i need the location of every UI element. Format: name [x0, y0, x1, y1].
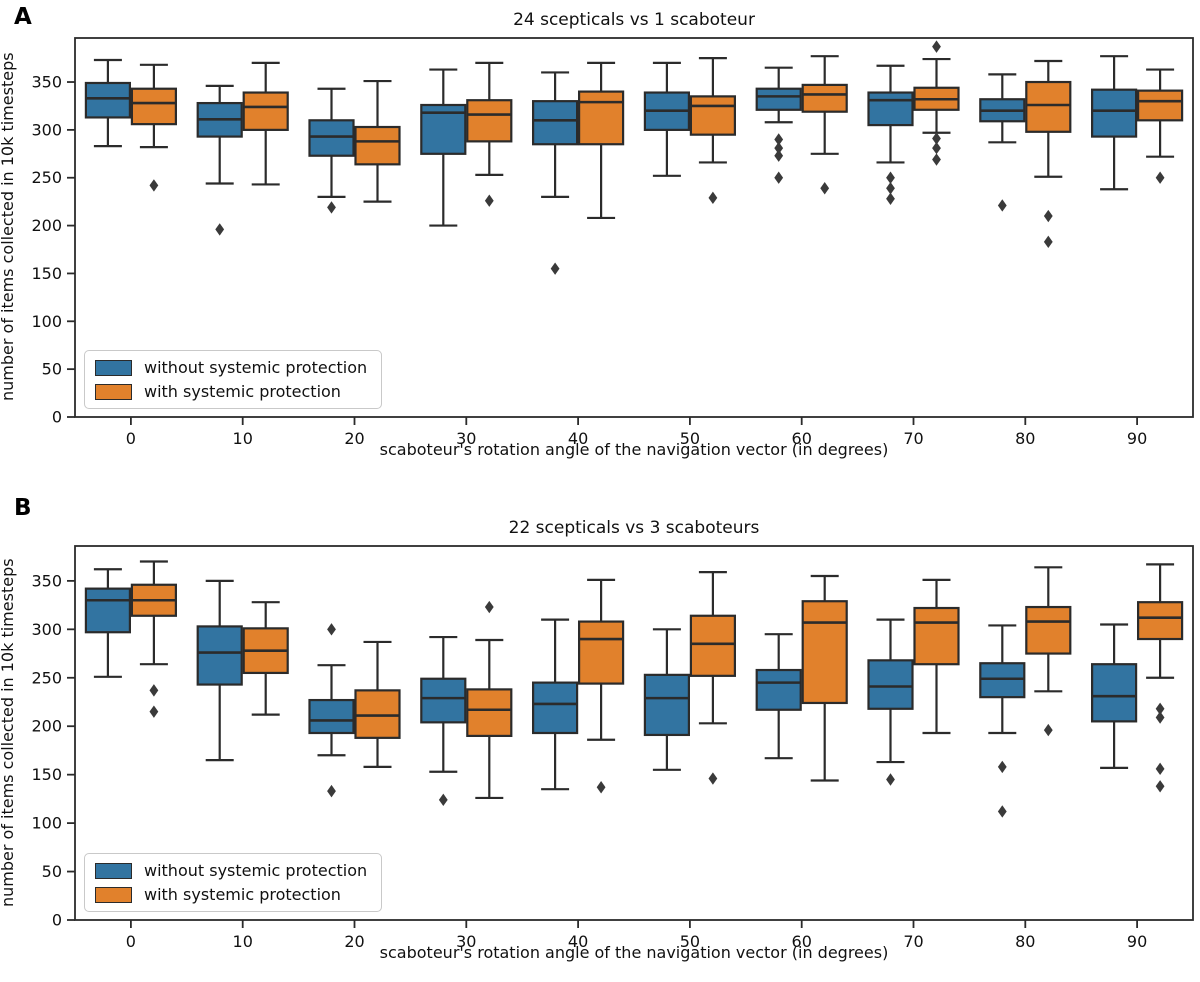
- svg-text:100: 100: [31, 312, 62, 331]
- svg-text:250: 250: [31, 168, 62, 187]
- svg-text:90: 90: [1127, 429, 1147, 448]
- panel-a-title: 24 scepticals vs 1 scaboteur: [513, 10, 755, 30]
- svg-text:80: 80: [1015, 932, 1035, 951]
- svg-text:60: 60: [792, 429, 812, 448]
- svg-text:100: 100: [31, 814, 62, 833]
- svg-text:60: 60: [792, 932, 812, 951]
- panel-a: 0 50 100 150 200 250 300 350 0 10 20 30 40 50 60 70 80 90…: [0, 4, 1194, 459]
- svg-text:200: 200: [31, 216, 62, 235]
- legend-swatch-orange-icon: [95, 383, 132, 400]
- svg-text:0: 0: [52, 408, 62, 427]
- svg-text:30: 30: [456, 932, 476, 951]
- svg-text:0: 0: [126, 429, 136, 448]
- legend-item-without-protection: without systemic protection: [95, 861, 367, 880]
- panel-a-letter: A: [14, 4, 32, 30]
- svg-text:70: 70: [903, 932, 923, 951]
- panel-b-y-axis-label: number of items collected in 10k timeste…: [0, 558, 17, 908]
- svg-text:150: 150: [31, 765, 62, 784]
- svg-text:250: 250: [31, 668, 62, 687]
- panel-b-x-axis-label: scaboteur's rotation angle of the naviga…: [379, 943, 889, 962]
- svg-text:300: 300: [31, 620, 62, 639]
- legend-swatch-orange-icon: [95, 886, 132, 903]
- svg-text:10: 10: [233, 429, 253, 448]
- boxplot-canvas-b: 0 50 100 150 200 250 300 350 0 10 20 30 40 50 60 70 80 90: [31, 545, 1194, 951]
- svg-text:40: 40: [568, 932, 588, 951]
- legend-label: with systemic protection: [144, 885, 341, 904]
- legend-item-with-protection: with systemic protection: [95, 885, 367, 904]
- svg-text:350: 350: [31, 73, 62, 92]
- svg-text:10: 10: [233, 932, 253, 951]
- svg-text:30: 30: [456, 429, 476, 448]
- svg-text:0: 0: [126, 932, 136, 951]
- legend-swatch-blue-icon: [95, 862, 132, 879]
- panel-a-x-axis-label: scaboteur's rotation angle of the naviga…: [379, 440, 889, 459]
- panel-b: 0 50 100 150 200 250 300 350 0 10 20 30 40 50 60 70 80 90…: [0, 491, 1200, 982]
- svg-text:90: 90: [1127, 932, 1147, 951]
- panel-b-letter: B: [14, 495, 32, 521]
- legend-label: with systemic protection: [144, 382, 341, 401]
- legend-item-with-protection: with systemic protection: [95, 382, 367, 401]
- panel-b-legend: without systemic protection with systemi…: [84, 853, 383, 912]
- svg-text:50: 50: [680, 429, 700, 448]
- legend-item-without-protection: without systemic protection: [95, 358, 367, 377]
- svg-text:50: 50: [42, 360, 62, 379]
- svg-text:40: 40: [568, 429, 588, 448]
- legend-swatch-blue-icon: [95, 359, 132, 376]
- svg-text:150: 150: [31, 264, 62, 283]
- svg-text:200: 200: [31, 717, 62, 736]
- svg-text:80: 80: [1015, 429, 1035, 448]
- legend-label: without systemic protection: [144, 861, 368, 880]
- legend-label: without systemic protection: [144, 358, 368, 377]
- svg-text:0: 0: [52, 911, 62, 930]
- svg-text:20: 20: [344, 429, 364, 448]
- svg-text:70: 70: [903, 429, 923, 448]
- svg-text:350: 350: [31, 571, 62, 590]
- svg-text:300: 300: [31, 120, 62, 139]
- panel-b-title: 22 scepticals vs 3 scaboteurs: [508, 518, 760, 538]
- svg-text:50: 50: [680, 932, 700, 951]
- svg-text:20: 20: [344, 932, 364, 951]
- svg-text:50: 50: [42, 862, 62, 881]
- boxplot-canvas-a: 0 50 100 150 200 250 300 350 0 10 20 30 40 50 60 70 80 90: [31, 37, 1194, 448]
- panel-a-legend: without systemic protection with systemi…: [84, 350, 383, 409]
- panel-a-y-axis-label: number of items collected in 10k timeste…: [0, 52, 17, 402]
